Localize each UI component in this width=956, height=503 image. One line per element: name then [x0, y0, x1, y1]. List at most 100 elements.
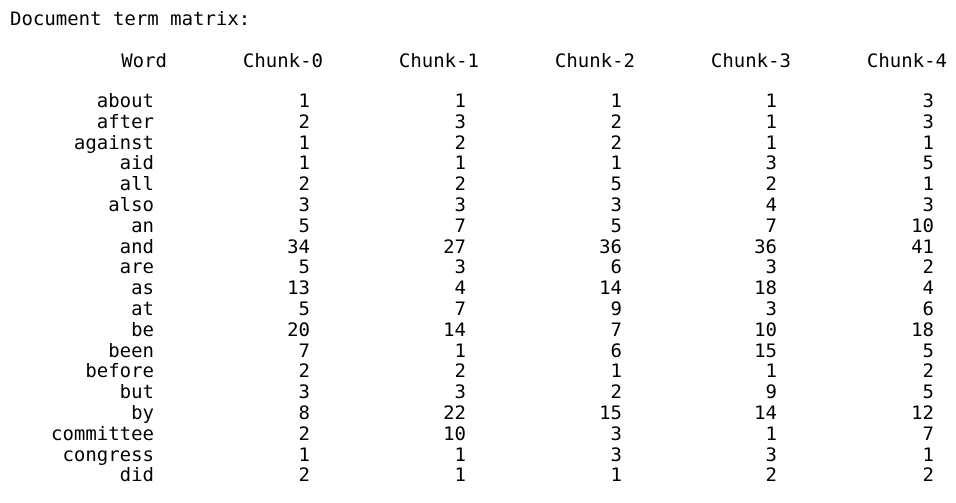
chunk-2-cell: 7: [610, 318, 622, 341]
word-cell: aid: [119, 152, 154, 175]
chunk-0-cell: 5: [298, 256, 310, 279]
chunk-4-cell: 3: [922, 193, 934, 216]
chunk-1-cell: 1: [454, 152, 466, 175]
table-row: committee 2 10 3 1 7: [0, 422, 956, 445]
chunk-1-cell: 1: [454, 464, 466, 487]
chunk-0-cell: 5: [298, 297, 310, 320]
chunk-4-cell: 4: [922, 277, 934, 300]
chunk-3-cell: 2: [765, 173, 777, 196]
chunk-2-cell: 14: [599, 277, 622, 300]
table-header-row: Word Chunk-0 Chunk-1 Chunk-2 Chunk-3 Chu…: [0, 48, 956, 74]
word-cell: committee: [51, 422, 154, 445]
chunk-3-cell: 10: [754, 318, 777, 341]
chunk-1-cell: 14: [443, 318, 466, 341]
chunk-4-cell: 5: [922, 381, 934, 404]
chunk-0-cell: 5: [298, 214, 310, 237]
table-row: did 2 1 1 2 2: [0, 465, 956, 486]
word-cell: at: [131, 297, 154, 320]
chunk-4-cell: 5: [922, 152, 934, 175]
chunk-1-cell: 2: [454, 173, 466, 196]
chunk-3-cell: 3: [765, 443, 777, 466]
chunk-2-cell: 6: [610, 339, 622, 362]
chunk-2-cell: 5: [610, 214, 622, 237]
table-row: congress 1 1 3 3 1: [0, 443, 956, 466]
chunk-1-cell: 27: [443, 235, 466, 258]
word-cell: congress: [62, 443, 154, 466]
table-row: and 34 27 36 36 41: [0, 235, 956, 258]
chunk-3-cell: 2: [765, 464, 777, 487]
chunk-1-cell: 10: [443, 422, 466, 445]
chunk-1-cell: 3: [454, 381, 466, 404]
chunk-4-cell: 18: [911, 318, 934, 341]
chunk-0-cell: 13: [287, 277, 310, 300]
word-cell: be: [131, 318, 154, 341]
table-row: also 3 3 3 4 3: [0, 193, 956, 216]
word-cell: did: [119, 464, 154, 487]
chunk-2-cell: 2: [610, 110, 622, 133]
word-cell: but: [119, 381, 154, 404]
chunk-2-cell: 1: [610, 90, 622, 112]
chunk-2-cell: 2: [610, 381, 622, 404]
chunk-2-cell: 3: [610, 422, 622, 445]
chunk-3-cell: 14: [754, 401, 777, 424]
chunk-1-cell: 3: [454, 193, 466, 216]
chunk-2-cell: 1: [610, 360, 622, 383]
header-chunk-1: Chunk-1: [398, 50, 479, 72]
chunk-4-cell: 12: [911, 401, 934, 424]
chunk-3-cell: 1: [765, 90, 777, 112]
chunk-2-cell: 9: [610, 297, 622, 320]
chunk-4-cell: 1: [922, 443, 934, 466]
chunk-1-cell: 2: [454, 360, 466, 383]
chunk-0-cell: 1: [298, 131, 310, 154]
table-row: about 1 1 1 1 3: [0, 91, 956, 112]
chunk-3-cell: 15: [754, 339, 777, 362]
chunk-1-cell: 7: [454, 297, 466, 320]
chunk-3-cell: 7: [765, 214, 777, 237]
header-chunk-3: Chunk-3: [710, 50, 791, 72]
chunk-0-cell: 2: [298, 173, 310, 196]
header-word: Word: [121, 50, 167, 72]
table-row: by 8 22 15 14 12: [0, 401, 956, 424]
chunk-1-cell: 1: [454, 90, 466, 112]
chunk-3-cell: 3: [765, 297, 777, 320]
chunk-3-cell: 1: [765, 360, 777, 383]
chunk-0-cell: 34: [287, 235, 310, 258]
chunk-0-cell: 2: [298, 110, 310, 133]
chunk-2-cell: 5: [610, 173, 622, 196]
chunk-3-cell: 3: [765, 152, 777, 175]
table-row: are 5 3 6 3 2: [0, 257, 956, 278]
chunk-1-cell: 1: [454, 443, 466, 466]
chunk-3-cell: 1: [765, 422, 777, 445]
chunk-2-cell: 36: [599, 235, 622, 258]
chunk-4-cell: 2: [922, 360, 934, 383]
chunk-4-cell: 5: [922, 339, 934, 362]
word-cell: and: [119, 235, 154, 258]
chunk-3-cell: 4: [765, 193, 777, 216]
chunk-3-cell: 36: [754, 235, 777, 258]
output-title: Document term matrix:: [10, 8, 251, 30]
word-cell: an: [131, 214, 154, 237]
chunk-3-cell: 9: [765, 381, 777, 404]
chunk-3-cell: 1: [765, 110, 777, 133]
table-row: but 3 3 2 9 5: [0, 382, 956, 403]
word-cell: as: [131, 277, 154, 300]
header-chunk-4: Chunk-4: [866, 50, 947, 72]
word-cell: against: [73, 131, 154, 154]
chunk-0-cell: 2: [298, 422, 310, 445]
word-cell: also: [108, 193, 154, 216]
chunk-3-cell: 18: [754, 277, 777, 300]
table-row: an 5 7 5 7 10: [0, 214, 956, 237]
chunk-4-cell: 6: [922, 297, 934, 320]
table-row: be 20 14 7 10 18: [0, 318, 956, 341]
header-chunk-2: Chunk-2: [554, 50, 635, 72]
chunk-0-cell: 2: [298, 464, 310, 487]
table-row: all 2 2 5 2 1: [0, 174, 956, 195]
word-cell: been: [108, 339, 154, 362]
chunk-2-cell: 15: [599, 401, 622, 424]
word-cell: before: [85, 360, 154, 383]
chunk-4-cell: 10: [911, 214, 934, 237]
chunk-4-cell: 2: [922, 256, 934, 279]
chunk-1-cell: 3: [454, 256, 466, 279]
chunk-4-cell: 41: [911, 235, 934, 258]
table-row: before 2 2 1 1 2: [0, 361, 956, 382]
